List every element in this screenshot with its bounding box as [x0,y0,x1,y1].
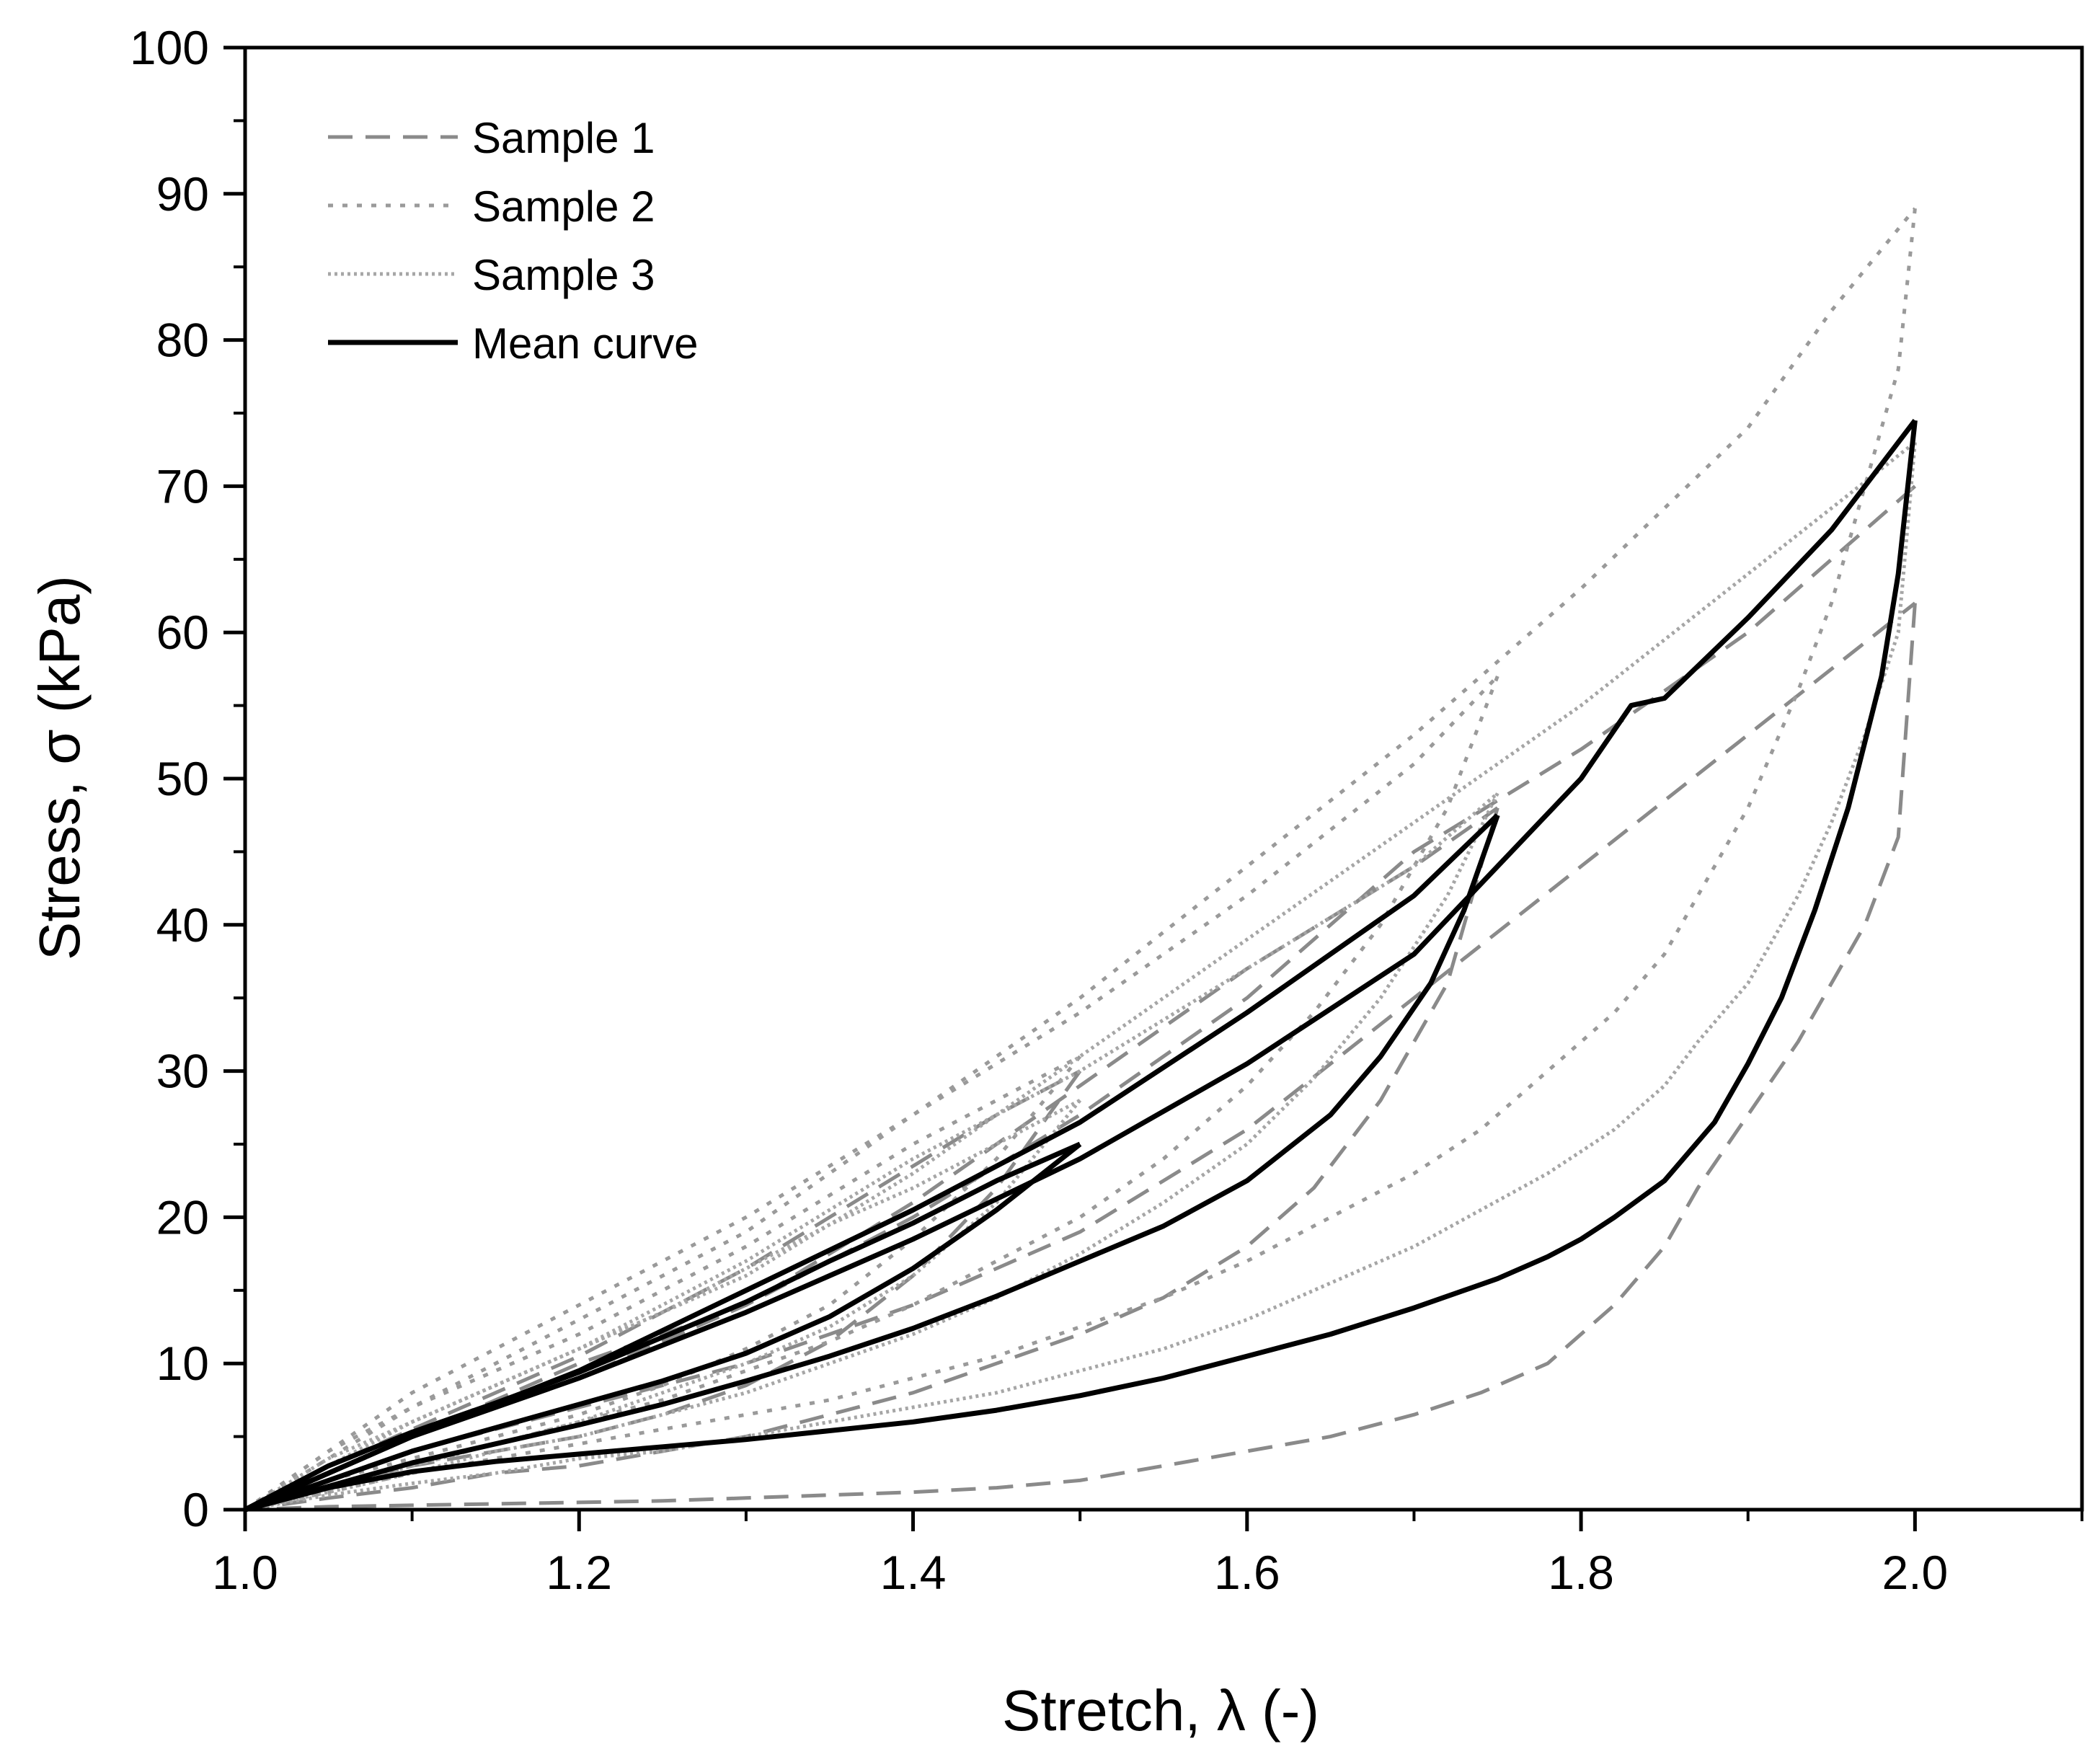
series-sample-3-segment [244,442,1917,1512]
series-sample-3-segment [244,440,1916,1512]
legend-label: Sample 2 [472,182,655,231]
series-sample-1-segment [244,807,1499,1512]
legend-item-sample-1: Sample 1 [328,114,655,162]
y-tick-label: 10 [156,1337,209,1390]
series-sample-3-segment [244,1099,1082,1512]
series-mean-curve-segment [244,814,1500,1513]
legend-item-sample-2: Sample 2 [328,182,655,231]
series-mean-curve-segment [244,1142,1082,1513]
series-mean-curve-segment [244,813,1499,1513]
series-sample-3-segment [244,792,1499,1512]
series-sample-2-segment [244,208,1917,1512]
x-tick-label: 1.8 [1548,1546,1614,1599]
legend-item-mean-curve: Mean curve [328,319,698,368]
legend: Sample 1 Sample 2 Sample 3 Mean curve [328,114,698,368]
x-axis-title: Stretch, λ (-) [1002,1678,1319,1743]
legend-label: Sample 1 [472,114,655,162]
x-tick-label: 1.4 [880,1546,947,1599]
series-sample-2-segment [244,1055,1081,1512]
y-tick-label: 40 [156,898,209,952]
y-tick-label: 90 [156,167,209,221]
y-tick-label: 80 [156,314,209,367]
series-mean-curve-segment [244,420,1918,1513]
legend-label: Sample 3 [472,251,655,299]
x-tick-label: 1.0 [212,1546,278,1599]
x-tick-label: 1.6 [1214,1546,1280,1599]
y-axis-title: Stress, σ (kPa) [27,575,92,960]
series-sample-3 [244,440,1917,1512]
x-tick-label: 2.0 [1882,1546,1948,1599]
series-mean-curve [244,418,1918,1513]
y-tick-label: 70 [156,459,209,513]
y-tick-label: 60 [156,606,209,659]
series-sample-1-segment [244,484,1917,1512]
legend-item-sample-3: Sample 3 [328,251,655,299]
y-tick-label: 0 [182,1483,209,1536]
series-sample-2-segment [244,207,1917,1512]
series-mean-curve-segment [244,1141,1081,1513]
y-tick-label: 50 [156,752,209,805]
series-sample-1-segment [244,603,1917,1512]
series-sample-1-segment [244,601,1916,1512]
series-mean-curve-segment [244,418,1918,1513]
y-tick-label: 20 [156,1190,209,1244]
legend-label: Mean curve [472,319,698,368]
x-tick-label: 1.2 [546,1546,612,1599]
series-layer [244,207,1918,1513]
axes-layer: 1.0 1.2 1.4 1.6 1.8 2.0 0 10 20 30 40 50 60 70 80 90 100 [130,21,2084,1599]
y-tick-label: 30 [156,1045,209,1098]
y-tick-label: 100 [130,21,209,74]
